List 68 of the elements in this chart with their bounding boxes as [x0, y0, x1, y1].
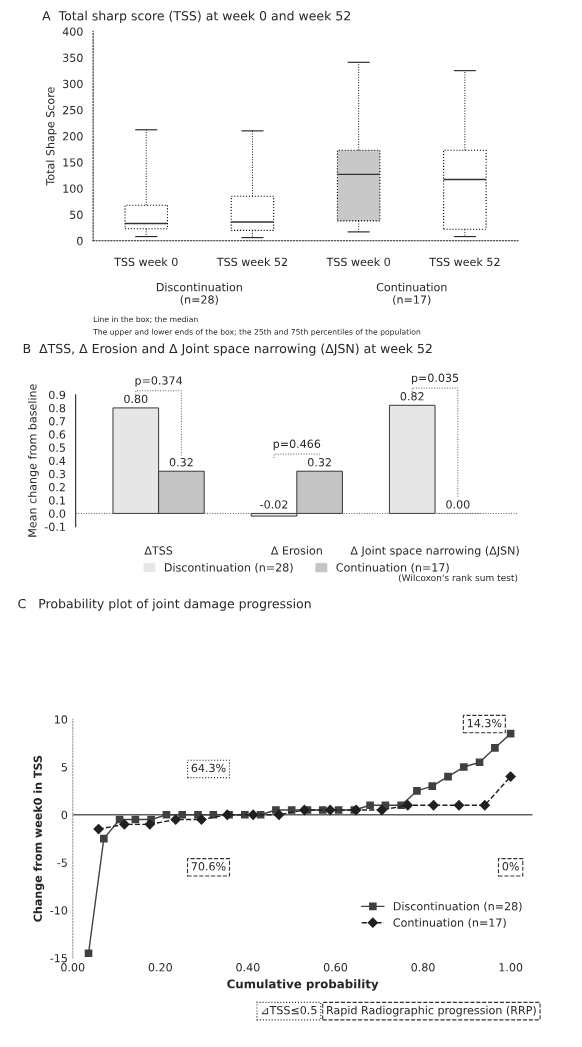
text: (Wilcoxon's rank sum test) — [398, 574, 518, 583]
y-tick-label: 0.1 — [49, 496, 65, 505]
annotation: 64.3% — [191, 763, 226, 773]
y-tick-label: 350 — [63, 53, 83, 62]
x-tick-label: Δ Joint space narrowing (ΔJSN) — [350, 546, 519, 557]
y-tick-label: 0 — [61, 810, 68, 820]
y-tick-label: 0.0 — [49, 509, 66, 518]
y-tick-label: -10 — [50, 906, 68, 915]
y-tick-label: 0.8 — [49, 403, 66, 413]
legend-label: Discontinuation (n=28) — [165, 563, 293, 573]
y-tick-label: 0.5 — [49, 443, 65, 452]
x-tick-label: TSS week 52 — [216, 257, 287, 267]
x-tick-label: 0.40 — [236, 963, 260, 972]
data-label: 0.00 — [446, 500, 470, 509]
data-label: -0.02 — [260, 500, 288, 509]
text: p=0.374 — [135, 376, 183, 387]
y-tick-label: 0.6 — [49, 430, 66, 439]
y-tick-label: 0.7 — [49, 417, 65, 426]
y-tick-label: 50 — [70, 210, 83, 220]
data-label: 0.32 — [169, 458, 193, 467]
data-label: 0.32 — [307, 458, 331, 467]
x-tick-label: 0.20 — [148, 963, 172, 972]
y-tick-label: 200 — [63, 132, 83, 141]
x-tick-label: 0.00 — [61, 963, 85, 972]
text: Rapid Radiographic progression (RRP) — [327, 1005, 536, 1017]
text: p=0.035 — [411, 373, 459, 385]
x-tick-label: 1.00 — [499, 963, 523, 972]
chart-title: A Total sharp score (TSS) at week 0 and week 52 — [42, 10, 350, 23]
text: Discontinuation (n=28) — [156, 282, 242, 306]
data-label: 0.80 — [124, 394, 148, 404]
x-tick-label: TSS week 0 — [326, 257, 391, 267]
y-tick-label: -0.1 — [44, 522, 65, 532]
y-axis-title: Total Shape Score — [45, 87, 57, 186]
x-tick-label: 0.80 — [411, 963, 435, 972]
y-tick-label: 300 — [63, 79, 83, 89]
y-axis-title: Mean change from baseline — [27, 384, 39, 537]
x-tick-label: 0.60 — [323, 963, 348, 972]
legend-label: Discontinuation (n=28) — [393, 901, 522, 912]
legend-label: Continuation (n=17) — [393, 918, 506, 929]
y-tick-label: -15 — [50, 954, 67, 963]
data-label: 0.82 — [400, 392, 424, 401]
x-tick-label: Δ Erosion — [270, 546, 322, 555]
y-tick-label: 0.2 — [49, 483, 65, 492]
annotation: p=0.466 — [273, 439, 321, 451]
y-tick-label: 0.4 — [49, 456, 66, 466]
text: Continuation (n=17) — [376, 282, 447, 306]
y-tick-label: 0.9 — [49, 390, 66, 400]
y-tick-label: 5 — [61, 763, 67, 772]
y-tick-label: 0.3 — [49, 469, 66, 479]
y-tick-label: 0 — [77, 236, 83, 246]
y-tick-label: -5 — [57, 858, 67, 867]
annotation: 0% — [502, 862, 519, 871]
x-tick-label: TSS week 0 — [114, 257, 178, 267]
x-tick-label: TSS week 52 — [429, 257, 500, 267]
annotation: 70.6% — [191, 862, 226, 871]
y-tick-label: 400 — [62, 27, 83, 36]
y-tick-label: 250 — [63, 105, 83, 115]
chart-title: B ΔTSS, Δ Erosion and Δ Joint space narrowing (ΔJSN) at week 52 — [23, 343, 432, 356]
y-tick-label: 100 — [63, 184, 83, 193]
x-axis-title: Cumulative probability — [227, 979, 379, 991]
x-tick-label: ΔTSS — [144, 546, 173, 555]
legend-label: Continuation (n=17) — [336, 563, 449, 573]
annotation: 14.3% — [467, 718, 502, 728]
chart-title: C Probability plot of joint damage progression — [18, 598, 311, 611]
y-tick-label: 10 — [54, 715, 68, 724]
text: ⊿TSS≤0.5 — [261, 1005, 317, 1015]
y-axis-title: Change from week0 in TSS — [33, 755, 45, 922]
y-tick-label: 150 — [63, 158, 83, 167]
